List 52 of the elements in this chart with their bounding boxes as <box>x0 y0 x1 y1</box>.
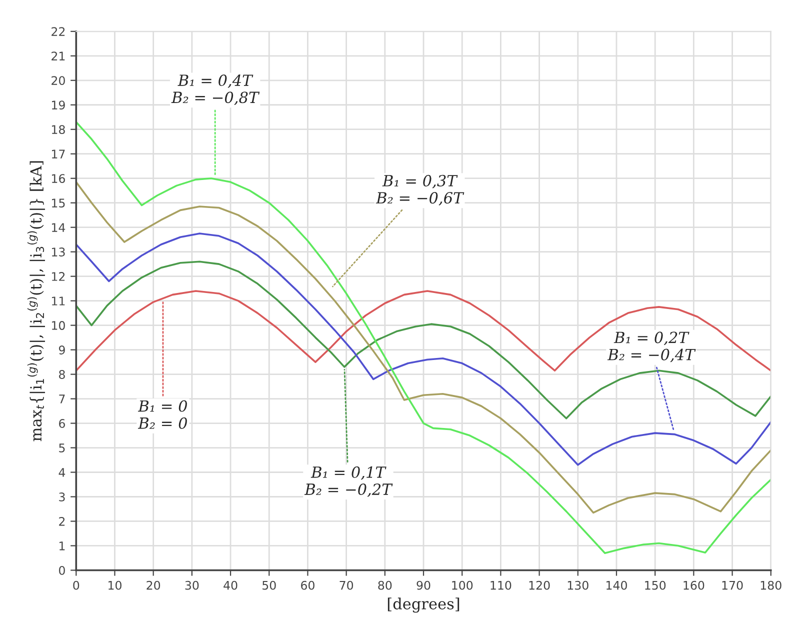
annotation: B₁ = 0 B₂ = 0 <box>138 400 187 429</box>
x-tick-label: 150 <box>645 580 666 590</box>
y-tick-label: 19 <box>52 100 65 110</box>
annotation: B₁ = 0,1T B₂ = −0,2T <box>304 466 393 497</box>
y-tick-label: 9 <box>58 346 65 354</box>
x-tick-label: 60 <box>301 580 314 590</box>
x-tick-label: 130 <box>568 580 588 590</box>
y-tick-label: 22 <box>52 27 65 36</box>
x-tick-label: 50 <box>262 580 276 590</box>
x-axis-title: [degrees] <box>388 598 460 613</box>
y-tick-label: 10 <box>52 321 65 330</box>
x-tick-label: 90 <box>416 580 430 590</box>
annotation: B₁ = 0,2T B₂ = −0,4T <box>607 332 696 362</box>
x-tick-label: 140 <box>606 580 627 590</box>
x-tick-label: 20 <box>146 580 160 590</box>
x-tick-label: 160 <box>684 580 704 590</box>
y-tick-label: 18 <box>52 125 65 134</box>
y-tick-label: 5 <box>59 444 65 452</box>
y-tick-label: 17 <box>52 150 65 158</box>
y-tick-label: 13 <box>52 248 65 256</box>
y-tick-label: 2 <box>59 516 65 526</box>
y-tick-label: 16 <box>52 174 65 184</box>
text: max$_{t}${|i$_{1}$$^{(g)}$(t)|, |i$_{2}$$^{(g)}$(t)|, |i$_{3}$$^{(g)}$(t)|} [kA] <box>27 161 45 442</box>
y-tick-label: 14 <box>52 223 66 232</box>
annotation: B₁ = 0,3T B₂ = −0,6T <box>376 174 464 206</box>
x-tick-label: 40 <box>224 580 238 590</box>
y-tick-label: 6 <box>59 418 65 428</box>
y-tick-label: 15 <box>52 198 65 208</box>
line-series <box>76 121 771 554</box>
y-tick-label: 21 <box>52 52 65 60</box>
y-tick-label: 3 <box>59 492 65 502</box>
x-tick-label: 70 <box>340 580 354 590</box>
y-tick-label: 11 <box>52 296 65 306</box>
annotation: B₁ = 0,4T B₂ = −0,8T <box>171 74 260 106</box>
line-series <box>76 290 771 372</box>
x-tick-label: 100 <box>452 580 473 590</box>
y-tick-label: 12 <box>52 272 65 281</box>
y-tick-label: 4 <box>58 468 66 477</box>
x-tick-label: 110 <box>490 580 512 590</box>
x-tick-label: 30 <box>185 580 199 590</box>
y-tick-label: 7 <box>59 394 65 404</box>
x-tick-label: 180 <box>760 580 782 590</box>
x-tick-label: 170 <box>722 580 743 590</box>
x-tick-label: 0 <box>73 580 80 590</box>
line-series <box>76 232 771 466</box>
y-tick-label: 1 <box>60 542 65 550</box>
y-tick-label: 8 <box>59 370 65 379</box>
y-tick-label: 20 <box>52 76 65 86</box>
x-tick-label: 80 <box>378 580 392 590</box>
y-tick-label: 0 <box>58 566 65 575</box>
x-tick-label: 10 <box>108 580 122 590</box>
x-tick-label: 120 <box>529 580 550 590</box>
